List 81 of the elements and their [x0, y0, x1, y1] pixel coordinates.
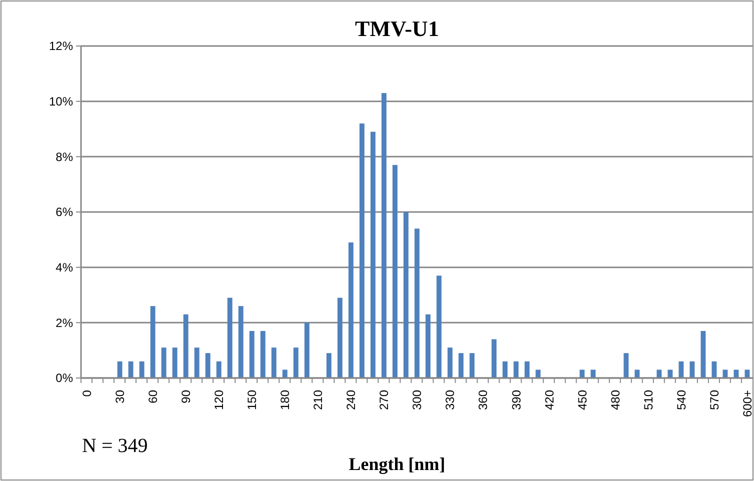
bar: [590, 370, 596, 378]
bar: [404, 212, 408, 378]
x-tick-label: 450: [575, 390, 590, 410]
bar: [172, 348, 178, 378]
bar: [227, 298, 232, 378]
bar: [656, 370, 662, 378]
bar: [216, 361, 222, 378]
bar: [426, 314, 430, 378]
x-tick-label: 420: [542, 390, 556, 410]
bar: [492, 339, 497, 378]
bar: [337, 298, 342, 378]
bar: [326, 353, 332, 378]
x-axis-title: Length [nm]: [348, 454, 446, 474]
x-tick-label: 30: [113, 390, 127, 404]
x-tick-label: 120: [212, 390, 226, 410]
bar: [678, 361, 684, 378]
bar: [514, 361, 519, 378]
bar: [150, 306, 156, 378]
bar: [161, 348, 166, 378]
bar: [524, 361, 530, 378]
bar: [690, 361, 695, 378]
x-tick-label: 570: [707, 390, 722, 410]
x-tick-label: 0: [80, 390, 94, 397]
x-tick-label: 150: [245, 390, 260, 410]
y-tick-label: 0%: [56, 371, 74, 386]
y-tick-label: 6%: [56, 205, 74, 220]
bar: [624, 353, 629, 378]
x-tick-label: 90: [179, 390, 194, 404]
bar: [139, 361, 144, 378]
bar: [282, 370, 288, 378]
bar: [348, 242, 354, 378]
bar: [436, 276, 442, 378]
bar: [668, 370, 673, 378]
bar: [414, 228, 420, 378]
bar: [458, 353, 464, 378]
bar: [700, 330, 706, 378]
bar: [194, 348, 200, 378]
x-tick-label: 180: [278, 390, 292, 410]
x-tick-label: 210: [311, 390, 326, 410]
bar: [722, 370, 728, 378]
bar: [271, 348, 276, 378]
bar: [183, 314, 188, 378]
bar: [392, 164, 398, 378]
x-tick-label: 240: [344, 390, 358, 410]
x-tick-label: 390: [509, 390, 524, 410]
bar: [249, 330, 254, 378]
chart-title: TMV-U1: [355, 16, 439, 41]
x-tick-label: 510: [641, 390, 656, 410]
y-tick-label: 12%: [48, 39, 74, 54]
bar: [304, 322, 310, 378]
bar: [744, 370, 750, 378]
x-tick-label: 60: [146, 390, 160, 404]
bar: [260, 330, 266, 378]
bar: [128, 361, 134, 378]
x-tick-label: 480: [608, 390, 622, 410]
bar: [712, 361, 717, 378]
y-tick-label: 4%: [56, 260, 74, 275]
bar: [117, 361, 122, 378]
x-tick-label: 540: [674, 390, 688, 410]
bar: [734, 370, 739, 378]
bar: [448, 348, 452, 378]
bar: [293, 348, 298, 378]
bar: [580, 370, 585, 378]
x-tick-label: 330: [443, 390, 458, 410]
x-tick-label: 600+: [740, 390, 754, 418]
bar: [359, 123, 364, 378]
x-tick-label: 270: [377, 390, 392, 410]
bar: [238, 306, 244, 378]
x-tick-label: 360: [476, 390, 490, 410]
bar: [382, 93, 386, 378]
bar: [470, 353, 475, 378]
y-tick-label: 8%: [56, 150, 74, 164]
bar: [502, 361, 508, 378]
text: N = 349: [82, 435, 148, 457]
bar: [536, 370, 541, 378]
x-tick-label: 300: [410, 390, 424, 410]
y-tick-label: 10%: [48, 94, 74, 109]
bar: [370, 132, 376, 378]
bar: [205, 353, 210, 378]
y-tick-label: 2%: [56, 316, 74, 330]
bar: [634, 370, 640, 378]
